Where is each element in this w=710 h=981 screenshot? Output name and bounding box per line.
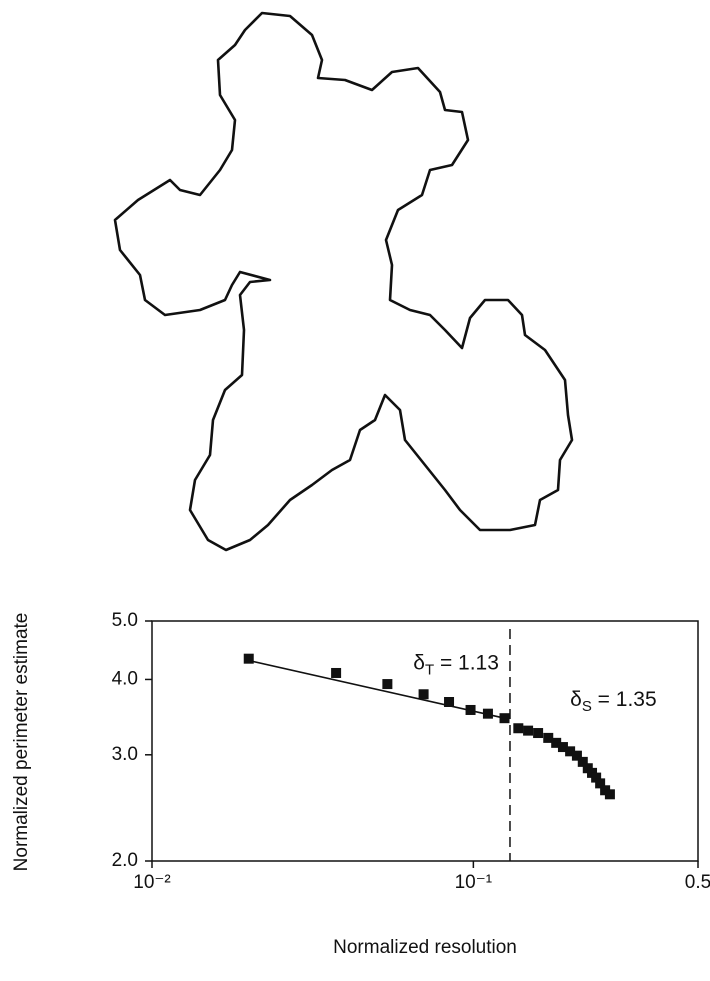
y-tick-label: 2.0	[112, 850, 138, 871]
y-tick-label: 3.0	[112, 744, 138, 765]
data-point	[571, 750, 582, 761]
annotation-symbol: δ	[570, 687, 582, 710]
x-axis-label: Normalized resolution	[333, 937, 517, 958]
data-point	[243, 653, 254, 664]
data-point	[551, 737, 562, 748]
data-point	[513, 723, 524, 734]
data-point	[577, 756, 588, 767]
data-point	[499, 713, 510, 724]
data-point	[565, 746, 576, 757]
data-point	[557, 742, 568, 753]
data-point	[382, 679, 393, 690]
y-tick-label: 5.0	[112, 610, 138, 631]
data-point	[418, 689, 429, 700]
data-point	[331, 667, 342, 678]
annotation: δT = 1.13	[413, 651, 499, 678]
x-tick-label: 10⁻¹	[455, 872, 493, 893]
data-point	[543, 732, 554, 743]
y-axis-label: Normalized perimeter estimate	[11, 613, 32, 872]
data-point	[444, 696, 455, 707]
data-point	[523, 725, 534, 736]
data-point	[465, 704, 476, 715]
x-tick-label: 0.5	[685, 872, 710, 893]
plot-frame	[151, 620, 699, 862]
annotation-subscript: S	[582, 698, 592, 715]
data-point	[482, 708, 493, 719]
annotation-text: = 1.35	[592, 687, 657, 710]
annotation-symbol: δ	[413, 651, 425, 674]
data-point	[604, 789, 615, 800]
shape-outline	[113, 11, 574, 552]
annotation-subscript: T	[425, 662, 434, 679]
data-point	[533, 728, 544, 739]
y-tick-label: 4.0	[112, 668, 138, 689]
annotation-text: = 1.13	[434, 651, 499, 674]
fit-line	[248, 659, 505, 719]
data-point	[595, 778, 606, 789]
annotation: δS = 1.35	[570, 687, 657, 714]
data-point	[591, 772, 602, 783]
x-tick-label: 10⁻²	[133, 872, 171, 893]
